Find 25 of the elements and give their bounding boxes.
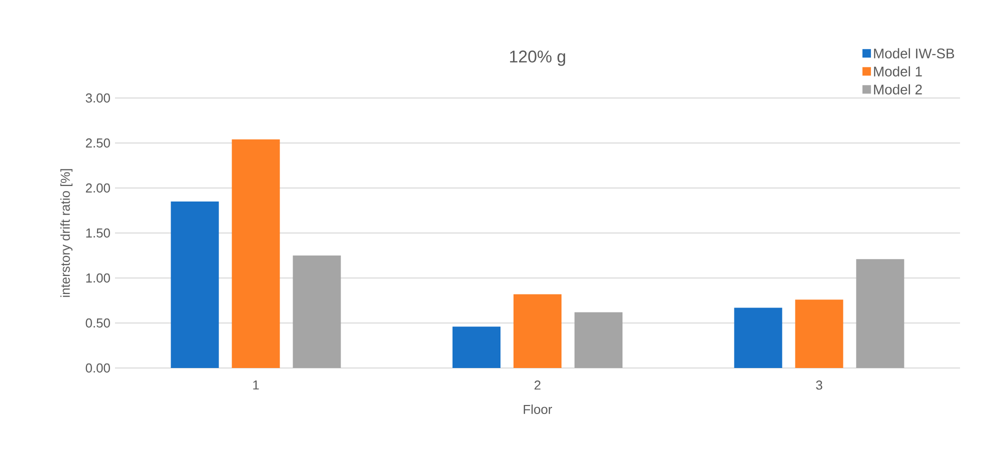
- x-axis-title: Floor: [524, 404, 552, 414]
- bar: [574, 312, 623, 368]
- bar: [452, 326, 501, 368]
- y-tick-label: 1.00: [86, 273, 110, 283]
- x-tick-label: 2: [534, 380, 540, 390]
- x-tick-label: 3: [816, 380, 822, 390]
- bar: [170, 202, 219, 368]
- bar: [856, 259, 904, 368]
- bar: [292, 256, 341, 368]
- bar: [795, 300, 844, 368]
- bar: [232, 139, 280, 368]
- x-tick-label: 1: [253, 380, 259, 390]
- y-tick-label: 2.00: [86, 183, 110, 193]
- y-axis-title: interstory drift ratio [%]: [60, 169, 72, 297]
- y-tick-label: 0.00: [86, 363, 110, 373]
- y-tick-label: 2.50: [86, 138, 110, 148]
- y-tick-label: 1.50: [86, 228, 110, 238]
- chart-title: 120% g: [510, 50, 566, 66]
- bar: [734, 308, 782, 368]
- legend-label: Model IW-SB: [874, 48, 954, 58]
- bar: [514, 294, 562, 368]
- legend-label: Model 1: [874, 66, 922, 76]
- legend-label: Model 2: [874, 84, 922, 94]
- y-tick-label: 0.50: [86, 318, 110, 328]
- y-tick-label: 3.00: [86, 93, 110, 103]
